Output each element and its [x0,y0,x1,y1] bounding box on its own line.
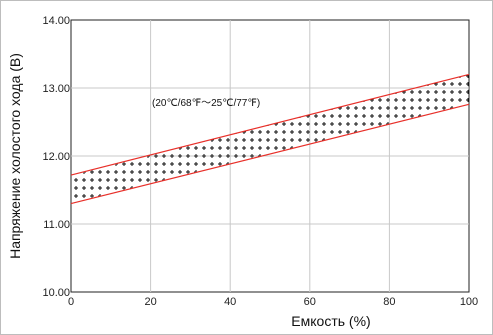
x-tick-label: 20 [144,296,156,308]
y-tick-label: 14.00 [42,15,70,27]
y-axis-title: Напряжение холостого хода (В) [7,53,23,259]
x-tick-label: 60 [304,296,316,308]
y-tick-label: 10.00 [42,287,70,299]
x-axis-title: Емкость (%) [291,313,370,329]
x-tick-label: 100 [460,296,478,308]
x-tick-label: 40 [224,296,236,308]
y-tick-label: 12.00 [42,151,70,163]
data-band [70,73,470,205]
upper-limit-line [70,73,470,176]
x-tick-label: 80 [383,296,395,308]
band-annotation: (20℃/68℉～25℃/77℉) [152,98,260,109]
band-fill [71,74,469,204]
y-tick-label: 11.00 [43,219,70,231]
y-tick-label: 13.00 [42,83,70,95]
y-tick-labels: 10.00 11.00 12.00 13.00 14.00 [42,15,70,299]
x-tick-labels: 0 20 40 60 80 100 [68,296,478,308]
x-tick-label: 0 [68,296,74,308]
lower-limit-line [70,103,470,205]
